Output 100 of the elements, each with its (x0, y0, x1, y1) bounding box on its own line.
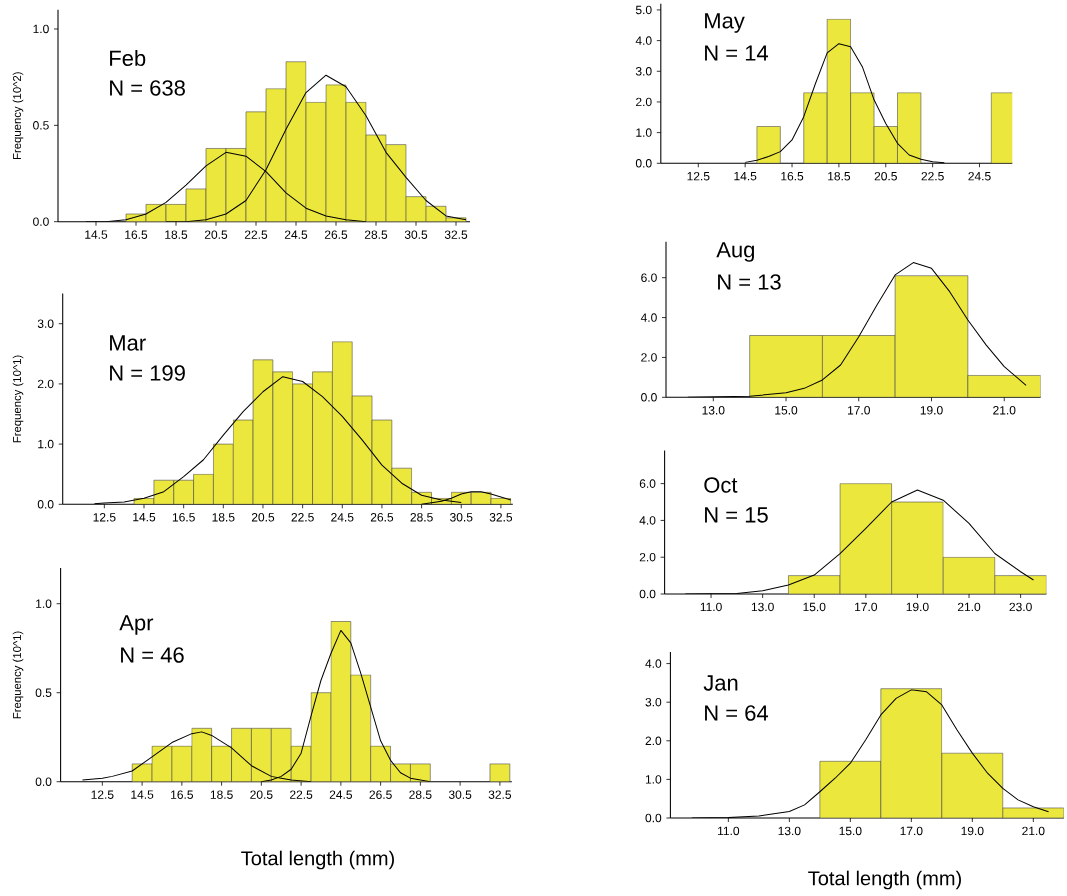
y-axis-title: Frequency (10^1) (12, 355, 24, 443)
x-tick-label: 19.0 (920, 406, 943, 415)
x-tick-label: 18.5 (165, 230, 188, 239)
x-tick-label: 14.5 (85, 230, 108, 239)
annotation: N = 14 (705, 45, 769, 61)
y-tick-label: 1.0 (33, 24, 49, 34)
x-tick-label: 24.5 (329, 790, 353, 799)
x-tick-label: 28.5 (410, 513, 433, 522)
y-tick-label: 0.0 (645, 813, 662, 823)
x-tick-label: 13.0 (778, 826, 801, 836)
x-tick-label: 20.5 (874, 171, 897, 181)
annotation: Aug (716, 242, 754, 262)
annotation: Apr (119, 615, 154, 635)
y-tick-label: 3.0 (37, 319, 54, 328)
x-tick-label: 13.0 (702, 406, 725, 415)
x-tick-label: 16.5 (781, 171, 804, 181)
x-tick-label: 21.0 (957, 602, 981, 612)
x-tick-label: 18.5 (210, 790, 233, 799)
y-tick-label: 6.0 (641, 273, 657, 282)
x-tick-label: 26.5 (324, 230, 348, 239)
x-tick-label: 30.5 (450, 513, 473, 522)
y-tick-label: 0.5 (35, 688, 52, 697)
y-tick-label: 4.0 (640, 313, 657, 322)
x-tick-label: 20.5 (204, 230, 228, 239)
annotation: May (705, 13, 745, 33)
y-tick-label: 3.0 (645, 697, 662, 707)
y-tick-label: 0.0 (635, 159, 652, 168)
x-tick-label: 16.5 (172, 513, 195, 522)
x-tick-label: 23.0 (1009, 602, 1032, 612)
annotation: N = 64 (705, 705, 769, 721)
x-tick-label: 17.0 (848, 406, 870, 415)
annotation: N = 15 (705, 507, 768, 523)
annotation: Mar (110, 335, 146, 351)
x-tick-label: 15.0 (775, 406, 798, 415)
y-tick-label: 2.0 (37, 379, 54, 389)
y-tick-label: 4.0 (645, 659, 662, 668)
annotation: Feb (110, 49, 146, 67)
x-tick-label: 24.5 (331, 513, 354, 522)
y-tick-label: 2.0 (639, 552, 656, 562)
y-axis-title: Frequency (10^2) (12, 72, 24, 160)
x-tick-label: 19.0 (906, 602, 929, 612)
x-tick-label: 20.5 (250, 790, 273, 799)
annotation: N = 13 (718, 274, 781, 290)
y-tick-label: 2.0 (636, 97, 652, 107)
y-tick-label: 5.0 (635, 5, 652, 15)
x-tick-label: 18.5 (828, 171, 851, 181)
x-tick-label: 28.5 (409, 790, 432, 799)
y-tick-label: 6.0 (639, 479, 656, 488)
x-tick-label: 12.5 (91, 790, 114, 799)
x-axis-title: Total length (mm) (241, 850, 394, 870)
x-tick-label: 26.5 (369, 790, 392, 799)
x-tick-label: 22.5 (921, 171, 944, 181)
annotation: N = 199 (110, 365, 185, 381)
x-tick-label: 17.0 (855, 602, 878, 612)
x-tick-label: 19.0 (961, 826, 984, 836)
x-tick-label: 22.5 (290, 790, 313, 799)
x-tick-label: 32.5 (488, 790, 512, 799)
x-tick-label: 32.5 (489, 513, 513, 522)
annotation: Oct (704, 477, 738, 493)
x-tick-label: 14.5 (734, 171, 757, 181)
annotation: N = 638 (110, 80, 185, 96)
y-axis-title: Frequency (10^1) (12, 631, 24, 719)
x-tick-label: 13.0 (751, 602, 774, 612)
x-tick-label: 21.0 (1022, 826, 1045, 836)
x-tick-label: 30.5 (404, 230, 428, 239)
y-tick-label: 3.0 (635, 67, 652, 76)
y-tick-label: 0.5 (33, 121, 49, 130)
x-tick-label: 32.5 (444, 230, 468, 239)
annotation: N = 46 (121, 647, 184, 663)
y-tick-label: 0.0 (33, 217, 49, 226)
x-tick-label: 15.0 (803, 602, 826, 612)
x-tick-label: 22.5 (244, 230, 268, 239)
y-tick-label: 0.0 (37, 500, 54, 509)
x-tick-label: 16.5 (125, 230, 148, 239)
x-tick-label: 12.5 (93, 513, 116, 522)
x-tick-label: 11.0 (718, 826, 740, 836)
y-tick-label: 4.0 (639, 516, 656, 525)
x-tick-label: 11.0 (700, 602, 722, 612)
y-tick-label: 0.0 (35, 777, 52, 786)
y-tick-label: 0.0 (641, 393, 657, 402)
y-tick-label: 1.0 (636, 128, 652, 137)
y-tick-label: 1.0 (38, 439, 54, 449)
x-tick-label: 16.5 (171, 790, 194, 799)
x-tick-label: 24.5 (968, 171, 991, 181)
x-tick-label: 21.0 (993, 406, 1016, 415)
x-tick-label: 26.5 (370, 513, 394, 522)
x-tick-label: 14.5 (131, 790, 154, 799)
x-tick-label: 14.5 (133, 513, 156, 522)
y-tick-label: 1.0 (645, 775, 662, 784)
y-tick-label: 1.0 (36, 599, 52, 608)
x-tick-label: 15.0 (839, 826, 862, 836)
x-tick-label: 20.5 (251, 513, 275, 522)
x-tick-label: 28.5 (364, 230, 388, 239)
x-tick-label: 24.5 (284, 230, 308, 239)
x-axis-title: Total length (mm) (808, 870, 961, 890)
x-tick-label: 12.5 (687, 171, 710, 181)
y-tick-label: 4.0 (635, 36, 652, 45)
y-tick-label: 2.0 (641, 353, 657, 362)
x-tick-label: 18.5 (212, 513, 235, 522)
x-tick-label: 17.0 (900, 826, 923, 836)
